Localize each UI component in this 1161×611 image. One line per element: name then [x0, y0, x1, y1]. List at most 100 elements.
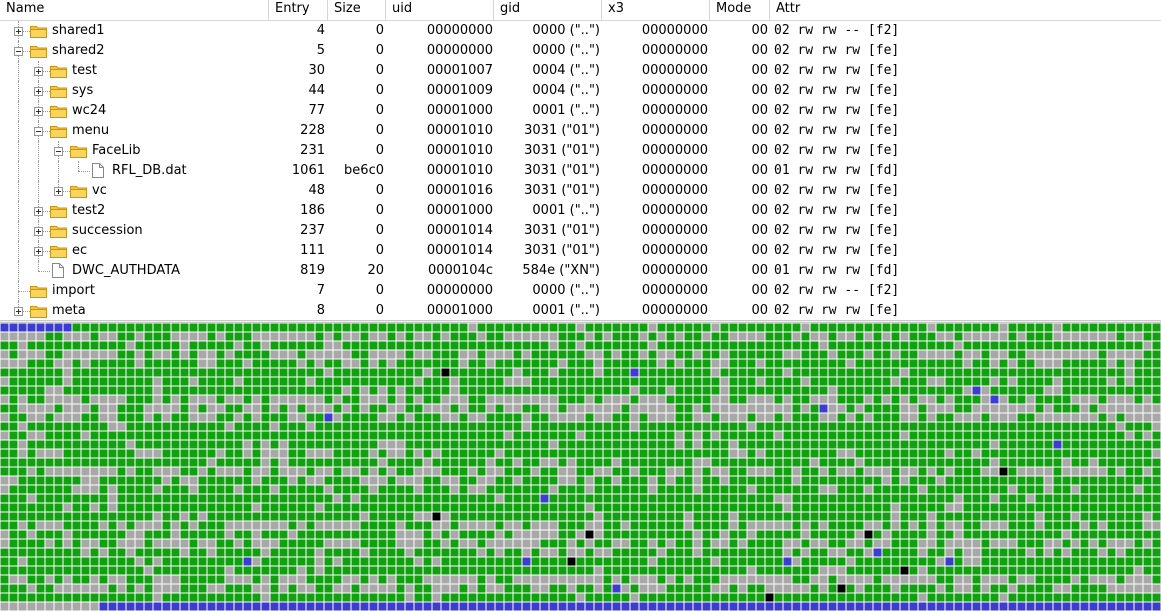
block-cell	[621, 575, 630, 584]
tree-item-name[interactable]: wc24	[72, 103, 107, 118]
block-cell	[963, 602, 972, 611]
collapse-icon[interactable]	[34, 127, 43, 136]
mode-cell: 00	[751, 43, 768, 58]
expand-icon[interactable]	[34, 107, 43, 116]
block-cell	[180, 440, 189, 449]
block-cell	[873, 323, 882, 332]
tree-item-name[interactable]: meta	[52, 303, 86, 318]
column-header-entry[interactable]: Entry	[269, 0, 328, 20]
tree-item-name[interactable]: RFL_DB.dat	[112, 163, 187, 178]
block-cell	[1143, 476, 1152, 485]
expand-icon[interactable]	[34, 207, 43, 216]
block-cell	[135, 557, 144, 566]
expand-icon[interactable]	[54, 187, 63, 196]
expand-icon[interactable]	[14, 27, 23, 36]
block-cell	[27, 431, 36, 440]
tree-row[interactable]: wc24 77 0 00001000 0001 ("..") 00000000 00 02 r…	[0, 101, 1161, 121]
block-cell	[855, 593, 864, 602]
expand-icon[interactable]	[34, 227, 43, 236]
block-cell	[738, 584, 747, 593]
tree-row[interactable]: test 30 0 00001007 0004 ("..") 00000000 00 02 r…	[0, 61, 1161, 81]
block-cell	[1035, 557, 1044, 566]
block-cell	[639, 575, 648, 584]
column-header-size[interactable]: Size	[328, 0, 386, 20]
tree-item-name[interactable]: menu	[72, 123, 110, 138]
block-cell	[594, 530, 603, 539]
collapse-icon[interactable]	[54, 147, 63, 156]
tree-item-name[interactable]: succession	[72, 223, 143, 238]
tree-item-name[interactable]: test	[72, 63, 97, 78]
block-cell	[522, 395, 531, 404]
block-cell	[765, 485, 774, 494]
tree-row[interactable]: DWC_AUTHDATA 819 20 0000104c 584e ("XN") 0000…	[0, 261, 1161, 281]
expand-icon[interactable]	[34, 87, 43, 96]
column-header-mode[interactable]: Mode	[710, 0, 770, 20]
block-cell	[288, 368, 297, 377]
block-cell	[567, 566, 576, 575]
block-cell	[900, 566, 909, 575]
tree-row[interactable]: RFL_DB.dat 1061 be6c0 00001010 3031 ("01") 00…	[0, 161, 1161, 181]
tree-item-name[interactable]: shared1	[52, 23, 105, 38]
x3-cell: 00000000	[641, 283, 708, 298]
block-cell	[963, 593, 972, 602]
attr-cell: 02 rw rw rw [fe]	[774, 303, 900, 318]
block-cell	[0, 440, 9, 449]
column-header-attr[interactable]: Attr	[776, 1, 801, 16]
block-cell	[747, 485, 756, 494]
column-header-uid[interactable]: uid	[386, 0, 494, 20]
tree-item-name[interactable]: DWC_AUTHDATA	[72, 263, 181, 278]
tree-item-name[interactable]: shared2	[52, 43, 105, 58]
tree-item-name[interactable]: FaceLib	[92, 143, 141, 158]
tree-row[interactable]: shared1 4 0 00000000 0000 ("..") 00000000 00 02…	[0, 21, 1161, 41]
tree-item-name[interactable]: vc	[92, 183, 107, 198]
expand-icon[interactable]	[34, 67, 43, 76]
block-cell	[324, 386, 333, 395]
block-cell	[954, 377, 963, 386]
block-cell	[873, 458, 882, 467]
tree-row[interactable]: meta 8 0 00001000 0001 ("..") 00000000 00 02 rw…	[0, 301, 1161, 321]
tree-row[interactable]: import 7 0 00000000 0000 ("..") 00000000 00 02 …	[0, 281, 1161, 301]
block-cell	[990, 368, 999, 377]
block-cell	[819, 476, 828, 485]
pane-splitter[interactable]	[0, 320, 1161, 323]
block-cell	[153, 395, 162, 404]
tree-row[interactable]: vc 48 0 00001016 3031 ("01") 00000000 00 02 rw …	[0, 181, 1161, 201]
column-header-name[interactable]: Name	[0, 0, 269, 20]
tree-row[interactable]: shared2 5 0 00000000 0000 ("..") 00000000 00 02…	[0, 41, 1161, 61]
column-header-x3[interactable]: x3	[602, 0, 710, 20]
collapse-icon[interactable]	[14, 47, 23, 56]
block-cell	[711, 449, 720, 458]
tree-item-name[interactable]: sys	[72, 83, 94, 98]
block-cell	[981, 512, 990, 521]
tree-row[interactable]: succession 237 0 00001014 3031 ("01") 0000000…	[0, 221, 1161, 241]
file-tree[interactable]: shared1 4 0 00000000 0000 ("..") 00000000 00 02…	[0, 21, 1161, 321]
block-cell	[162, 449, 171, 458]
block-cell	[144, 386, 153, 395]
tree-row[interactable]: test2 186 0 00001000 0001 ("..") 00000000 00 02…	[0, 201, 1161, 221]
block-cell	[180, 359, 189, 368]
block-cell	[351, 377, 360, 386]
tree-row[interactable]: sys 44 0 00001009 0004 ("..") 00000000 00 02 rw…	[0, 81, 1161, 101]
block-cell	[999, 494, 1008, 503]
block-cell	[72, 512, 81, 521]
tree-row[interactable]: menu 228 0 00001010 3031 ("01") 00000000 00 02 …	[0, 121, 1161, 141]
tree-row[interactable]: ec 111 0 00001014 3031 ("01") 00000000 00 02 rw…	[0, 241, 1161, 261]
expand-icon[interactable]	[14, 307, 23, 316]
block-cell	[837, 557, 846, 566]
block-cell	[180, 584, 189, 593]
block-cell	[36, 584, 45, 593]
column-header-gid[interactable]: gid	[494, 0, 602, 20]
block-cell	[693, 332, 702, 341]
block-cell	[270, 476, 279, 485]
block-cell	[801, 368, 810, 377]
block-cell	[495, 350, 504, 359]
expand-icon[interactable]	[34, 247, 43, 256]
block-cell	[720, 386, 729, 395]
tree-item-name[interactable]: test2	[72, 203, 106, 218]
block-cell	[198, 341, 207, 350]
tree-item-name[interactable]: ec	[72, 243, 88, 258]
block-cell	[1071, 377, 1080, 386]
tree-item-name[interactable]: import	[52, 283, 95, 298]
mode-cell: 00	[751, 123, 768, 138]
tree-row[interactable]: FaceLib 231 0 00001010 3031 ("01") 00000000 00…	[0, 141, 1161, 161]
